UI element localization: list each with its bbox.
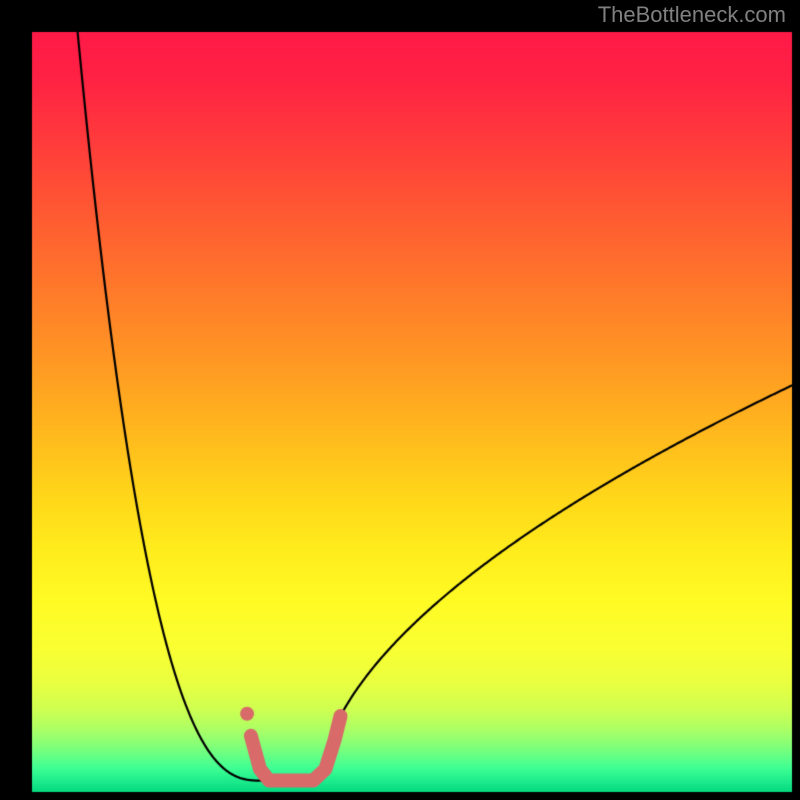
- bottleneck-curve-chart: [0, 0, 800, 800]
- chart-stage: TheBottleneck.com: [0, 0, 800, 800]
